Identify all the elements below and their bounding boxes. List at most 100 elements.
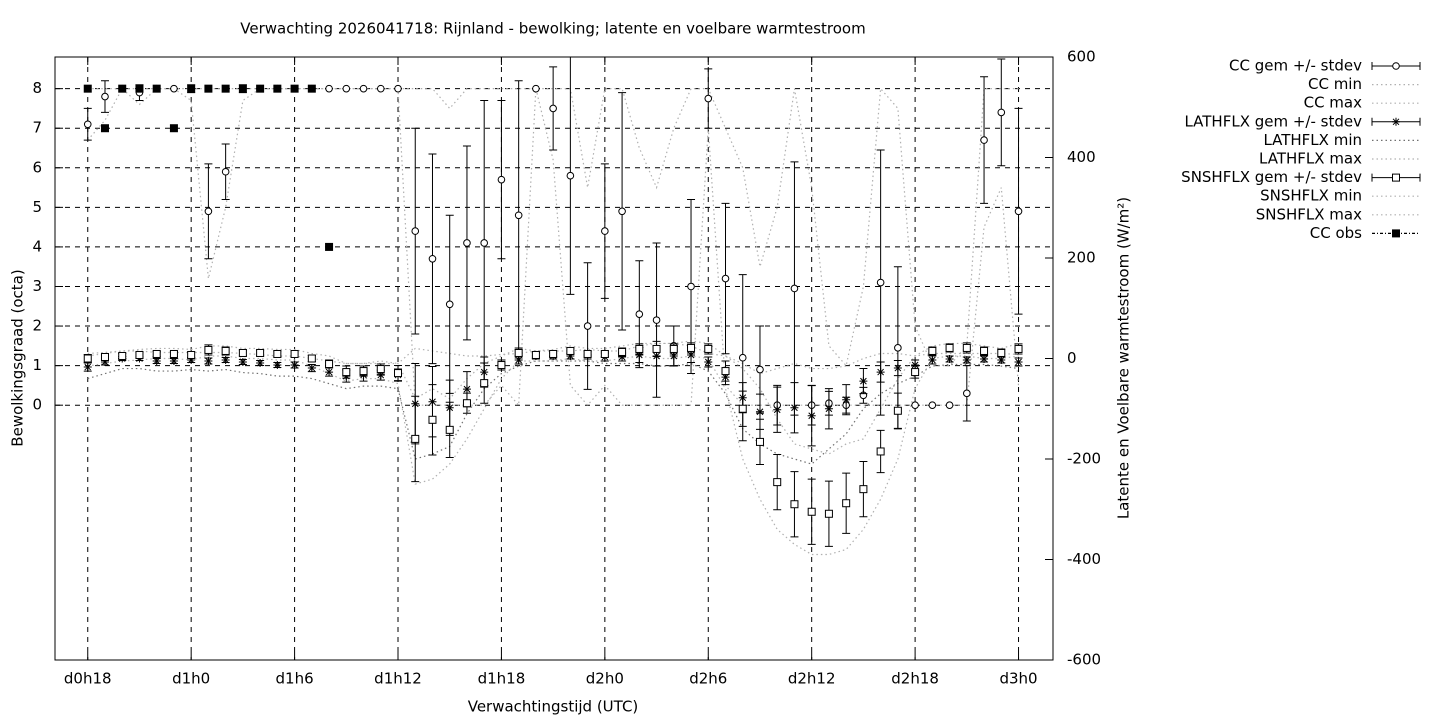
point — [238, 358, 247, 367]
point — [945, 401, 954, 409]
point — [842, 395, 851, 404]
point — [221, 167, 230, 176]
series-line — [87, 87, 1020, 407]
point — [325, 84, 333, 93]
point — [704, 358, 713, 367]
point — [428, 254, 437, 263]
point — [497, 175, 506, 184]
y2-tick-label: -400 — [1067, 550, 1101, 568]
point — [273, 349, 282, 358]
point — [307, 354, 316, 363]
y-tick-label: 7 — [32, 119, 42, 137]
point — [221, 346, 230, 355]
point — [876, 368, 885, 377]
point — [221, 356, 230, 365]
point — [428, 415, 437, 424]
legend-label: SNSHFLX min — [1260, 187, 1362, 205]
point — [894, 344, 902, 352]
point — [342, 84, 351, 93]
point — [911, 401, 919, 409]
point — [325, 242, 334, 251]
point — [807, 411, 816, 420]
point — [980, 136, 988, 144]
point — [962, 343, 971, 352]
point — [83, 120, 92, 129]
point — [290, 84, 299, 93]
point — [566, 351, 575, 360]
point — [238, 348, 247, 357]
point — [169, 357, 178, 366]
point — [687, 282, 695, 291]
point — [945, 355, 954, 364]
x-tick-label: d3h0 — [999, 670, 1037, 688]
point — [583, 322, 592, 330]
point — [980, 346, 989, 355]
plot-frame — [54, 56, 1054, 661]
legend-label: LATHFLX gem +/- stdev — [1184, 112, 1362, 130]
legend-marker — [1392, 117, 1400, 126]
point — [618, 352, 627, 361]
point — [445, 300, 454, 309]
x-tick-label: d1h0 — [172, 670, 210, 688]
point — [497, 361, 506, 370]
point — [462, 399, 471, 408]
chart-title: Verwachting 2026041718: Rijnland - bewol… — [240, 20, 865, 38]
legend-label: CC max — [1304, 94, 1363, 112]
point — [549, 104, 557, 113]
y2-tick-label: 200 — [1067, 249, 1096, 267]
point — [83, 84, 92, 93]
point — [152, 349, 161, 358]
legend-marker — [1392, 62, 1400, 70]
point — [135, 84, 144, 93]
point — [256, 348, 265, 357]
point — [963, 389, 971, 398]
point — [980, 355, 989, 364]
point — [152, 357, 161, 366]
legend-label: LATHFLX max — [1259, 150, 1362, 168]
point — [204, 345, 213, 354]
point — [204, 207, 213, 216]
point — [411, 227, 420, 235]
point — [411, 434, 420, 443]
point — [359, 84, 368, 93]
point — [100, 352, 109, 361]
point — [893, 364, 902, 373]
point — [755, 407, 764, 416]
point — [290, 349, 299, 358]
point — [394, 369, 403, 378]
x-tick-label: d0h18 — [64, 670, 112, 688]
x-tick-label: d2h18 — [891, 670, 939, 688]
y-tick-label: 1 — [32, 356, 42, 374]
y2-tick-label: 600 — [1067, 48, 1096, 66]
point — [566, 346, 575, 355]
y-tick-label: 3 — [32, 277, 42, 295]
point — [669, 351, 678, 360]
point — [790, 284, 799, 293]
point — [376, 84, 385, 93]
point — [1014, 344, 1023, 353]
point — [928, 401, 937, 409]
point — [170, 84, 178, 93]
point — [756, 365, 764, 374]
series-line — [87, 360, 1019, 465]
point — [514, 356, 523, 365]
legend-marker — [1392, 173, 1400, 182]
point — [566, 171, 575, 180]
point — [100, 124, 109, 133]
point — [635, 344, 644, 353]
point — [445, 425, 454, 434]
point — [532, 84, 540, 93]
point — [997, 356, 1006, 365]
point — [100, 358, 109, 367]
point — [135, 350, 144, 359]
point — [997, 108, 1006, 117]
legend-label: CC obs — [1310, 224, 1362, 242]
point — [83, 354, 92, 363]
point — [256, 84, 265, 93]
point — [1014, 207, 1023, 216]
point — [704, 344, 713, 353]
point — [1014, 358, 1023, 367]
point — [273, 84, 282, 93]
